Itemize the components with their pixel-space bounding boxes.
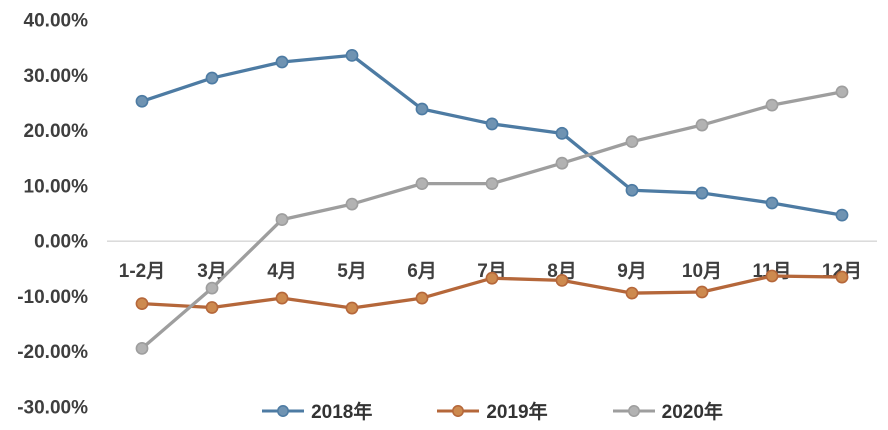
y-axis-tick-label: 20.00% <box>24 121 89 142</box>
x-axis-category-label: 9月 <box>617 261 647 282</box>
data-point <box>205 281 219 295</box>
x-axis-category-label: 6月 <box>407 261 437 282</box>
data-point <box>275 291 289 305</box>
data-point <box>695 285 709 299</box>
data-point <box>415 177 429 191</box>
data-point <box>345 48 359 62</box>
x-axis-category-label: 3月 <box>197 261 227 282</box>
y-axis-tick-label: -30.00% <box>17 398 88 419</box>
data-point <box>765 269 779 283</box>
x-axis-category-label: 10月 <box>682 261 722 282</box>
data-point <box>625 183 639 197</box>
series-2020-markers <box>135 85 849 355</box>
data-point <box>275 55 289 69</box>
data-point <box>765 196 779 210</box>
y-axis-tick-label: 40.00% <box>24 11 89 32</box>
series-2018-line <box>140 53 844 217</box>
legend-item-2019: 2019年 <box>436 397 548 424</box>
data-point <box>625 286 639 300</box>
data-point <box>135 94 149 108</box>
legend-item-2018: 2018年 <box>261 397 372 424</box>
series-2019-markers <box>135 269 849 315</box>
data-point <box>835 85 849 99</box>
legend-marker-2020-icon <box>612 404 655 417</box>
data-point <box>415 291 429 305</box>
data-point <box>275 213 289 226</box>
x-axis-category-label: 8月 <box>547 261 577 282</box>
y-axis-tick-label: -20.00% <box>17 342 88 363</box>
legend-label: 2019年 <box>486 402 548 423</box>
data-point <box>485 177 499 191</box>
series-2020-line <box>140 90 844 351</box>
data-point <box>135 297 149 311</box>
data-point <box>695 118 709 132</box>
y-axis-tick-label: -10.00% <box>17 287 88 308</box>
data-point <box>835 208 849 222</box>
data-point <box>835 270 849 284</box>
legend-item-2020: 2020年 <box>612 397 723 424</box>
x-axis-category-label: 1-2月 <box>119 261 165 282</box>
legend-label: 2018年 <box>311 402 373 423</box>
x-axis-category-label: 7月 <box>477 261 507 282</box>
data-point <box>345 301 359 315</box>
data-point <box>415 102 429 116</box>
legend-marker-2019-icon <box>437 404 480 417</box>
y-axis-tick-label: 30.00% <box>24 66 89 87</box>
y-axis-tick-label: 10.00% <box>24 176 89 197</box>
data-point <box>555 156 569 170</box>
x-axis-category-label: 5月 <box>337 261 367 282</box>
data-point <box>135 341 149 355</box>
chart-legend: 2018年 2019年 2020年 <box>107 397 877 424</box>
x-axis-category-label: 4月 <box>267 261 297 282</box>
data-point <box>555 126 569 140</box>
data-point <box>485 271 499 285</box>
data-point <box>765 98 779 112</box>
legend-marker-2018-icon <box>262 404 305 417</box>
data-point <box>555 273 569 287</box>
data-point <box>205 301 219 314</box>
data-point <box>695 186 709 200</box>
data-point <box>205 71 219 85</box>
data-point <box>625 135 639 149</box>
series-2018-markers <box>135 48 849 222</box>
data-point <box>485 117 499 131</box>
legend-label: 2020年 <box>661 402 723 423</box>
data-point <box>345 197 359 211</box>
y-axis-tick-label: 0.00% <box>34 232 88 253</box>
